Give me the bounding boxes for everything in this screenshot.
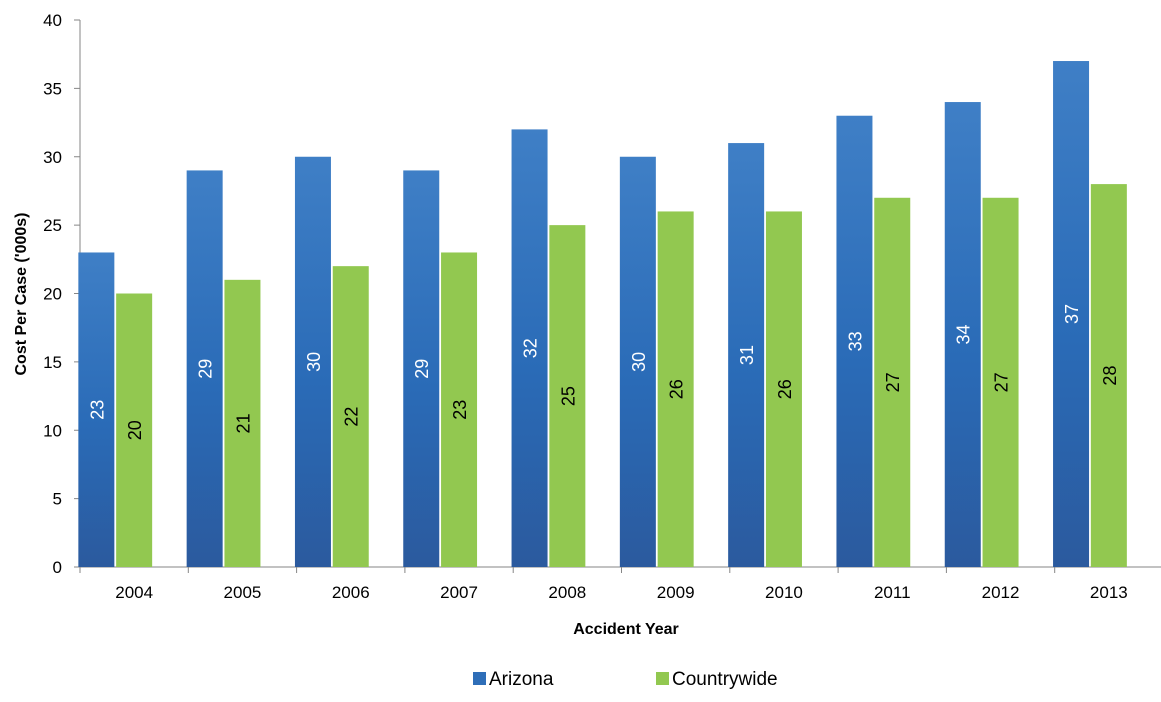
bar-arizona-2012 (944, 102, 981, 568)
y-tick-label: 30 (43, 148, 62, 167)
x-tick-label: 2005 (224, 583, 262, 602)
x-tick-label: 2012 (982, 583, 1020, 602)
bar-countrywide-2006 (332, 266, 369, 567)
bar-arizona-2011 (836, 115, 873, 567)
x-tick-label: 2011 (874, 583, 911, 602)
data-label: 23 (87, 400, 107, 420)
data-label: 26 (667, 379, 687, 399)
data-label: 30 (304, 352, 324, 372)
y-tick-label: 15 (43, 353, 62, 372)
bar-arizona-2006 (294, 156, 331, 567)
y-tick-label: 5 (53, 490, 62, 509)
x-tick-label: 2009 (657, 583, 695, 602)
bar-countrywide-2004 (116, 293, 153, 567)
bar-arizona-2010 (728, 143, 765, 567)
data-label: 22 (342, 407, 362, 427)
data-label: 23 (450, 400, 470, 420)
legend: Arizona Countrywide (473, 669, 778, 690)
bar-arizona-2005 (186, 170, 223, 568)
bar-countrywide-2008 (549, 225, 586, 567)
x-tick-label: 2010 (765, 583, 803, 602)
data-label: 29 (196, 359, 216, 379)
data-label: 32 (521, 338, 541, 358)
legend-label-arizona: Arizona (489, 669, 554, 690)
x-tick-label: 2013 (1090, 583, 1128, 602)
data-label: 26 (775, 379, 795, 399)
data-label: 25 (558, 386, 578, 406)
bar-arizona-2009 (619, 156, 656, 567)
data-label: 21 (233, 413, 253, 433)
y-tick-label: 10 (43, 421, 62, 440)
data-label: 20 (125, 420, 145, 440)
legend-swatch-countrywide (656, 672, 669, 685)
data-label: 30 (629, 352, 649, 372)
y-tick-label: 40 (43, 11, 62, 30)
data-label: 28 (1100, 366, 1120, 386)
x-tick-label: 2008 (548, 583, 586, 602)
data-label: 33 (845, 331, 865, 351)
bar-countrywide-2010 (765, 211, 802, 567)
bar-countrywide-2009 (657, 211, 694, 567)
bar-arizona-2008 (511, 129, 548, 567)
data-label: 31 (737, 345, 757, 365)
bar-countrywide-2013 (1090, 184, 1127, 567)
x-tick-label: 2004 (115, 583, 153, 602)
bar-arizona-2013 (1053, 61, 1090, 568)
x-tick-label: 2007 (440, 583, 478, 602)
data-label: 27 (992, 372, 1012, 392)
x-tick-label: 2006 (332, 583, 370, 602)
y-tick-label: 25 (43, 216, 62, 235)
bar-arizona-2004 (78, 252, 115, 567)
data-label: 29 (412, 359, 432, 379)
plot-area: 0 5 10 15 20 25 30 35 40 2004 2005 2006 2007 2008 2009… (43, 11, 1161, 602)
y-tick-label: 0 (53, 558, 62, 577)
bar-countrywide-2011 (874, 197, 911, 567)
bar-countrywide-2012 (982, 197, 1019, 567)
bar-countrywide-2007 (441, 252, 478, 567)
bar-arizona-2007 (403, 170, 440, 568)
y-tick-label: 35 (43, 79, 62, 98)
y-axis-title: Cost Per Case ('000s) (13, 213, 30, 376)
legend-swatch-arizona (473, 672, 486, 685)
data-label: 37 (1062, 304, 1082, 324)
y-tick-label: 20 (43, 285, 62, 304)
data-label: 34 (954, 325, 974, 345)
bar-countrywide-2005 (224, 279, 261, 567)
legend-label-countrywide: Countrywide (672, 669, 778, 690)
data-label: 27 (883, 372, 903, 392)
x-axis-title: Accident Year (573, 621, 679, 638)
